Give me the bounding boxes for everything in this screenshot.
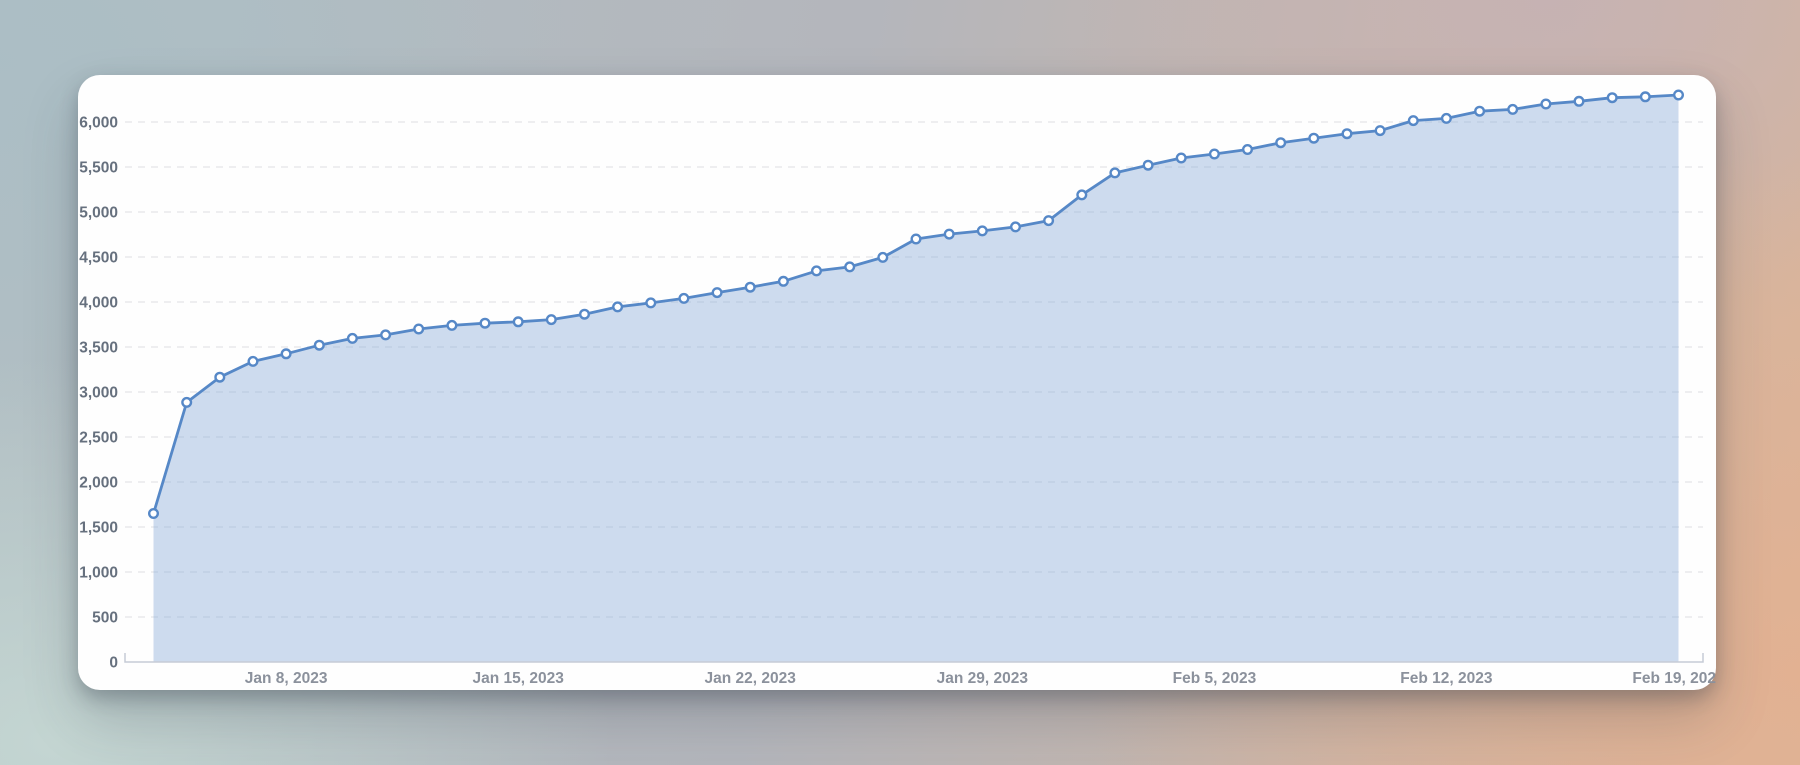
data-point[interactable] [612,301,624,313]
data-point[interactable] [579,308,591,320]
data-point[interactable] [214,371,226,383]
data-point[interactable] [1440,112,1452,124]
x-axis-label: Feb 12, 2023 [1400,670,1493,687]
data-point[interactable] [479,317,491,329]
data-point[interactable] [877,251,889,263]
x-axis-line [124,653,1704,663]
data-point[interactable] [545,314,557,326]
y-axis-label: 4,500 [79,250,118,267]
data-point[interactable] [1076,189,1088,201]
data-point[interactable] [147,508,159,520]
y-axis-label: 2,500 [79,430,118,447]
y-axis-label: 5,000 [79,205,118,222]
data-point[interactable] [678,292,690,304]
data-point[interactable] [1639,91,1651,103]
data-point[interactable] [943,228,955,240]
data-point[interactable] [811,265,823,277]
data-point[interactable] [1010,221,1022,233]
data-point[interactable] [844,261,856,273]
data-point[interactable] [1606,92,1618,104]
y-axis-label: 1,000 [79,565,118,582]
data-point[interactable] [247,355,259,367]
area-fill [153,95,1679,662]
data-point[interactable] [346,332,358,344]
data-point[interactable] [1374,125,1386,137]
y-axis-label: 500 [92,610,118,627]
y-axis-label: 1,500 [79,520,118,537]
data-point[interactable] [1540,98,1552,110]
data-point[interactable] [280,348,292,360]
data-point[interactable] [181,396,193,408]
x-axis-label: Feb 19, 2023 [1632,670,1716,687]
data-point[interactable] [446,319,458,331]
data-point[interactable] [1474,105,1486,117]
data-point[interactable] [1308,132,1320,144]
data-point[interactable] [976,225,988,237]
data-point[interactable] [380,329,392,341]
data-point[interactable] [744,281,756,293]
data-point[interactable] [1573,95,1585,107]
data-point[interactable] [1341,128,1353,140]
data-point[interactable] [1109,167,1121,179]
data-point[interactable] [1672,89,1684,101]
data-point[interactable] [1208,148,1220,160]
data-point[interactable] [1275,137,1287,149]
data-point[interactable] [1507,103,1519,115]
data-point[interactable] [645,297,657,309]
x-axis-label: Jan 15, 2023 [473,670,565,687]
y-axis-label: 3,500 [79,340,118,357]
data-point[interactable] [1043,215,1055,227]
data-point[interactable] [1175,152,1187,164]
data-point[interactable] [711,287,723,299]
data-point[interactable] [413,323,425,335]
y-axis-label: 0 [109,655,118,672]
data-point[interactable] [512,316,524,328]
x-axis-label: Feb 5, 2023 [1173,670,1257,687]
area-chart: 0 500 1,000 1,500 2,000 2,500 3,000 3,500 4,000 4… [79,89,1716,687]
y-axis-label: 6,000 [79,115,118,132]
x-axis-label: Jan 22, 2023 [705,670,797,687]
data-point[interactable] [313,339,325,351]
y-axis-label: 5,500 [79,160,118,177]
y-axis-label: 3,000 [79,385,118,402]
data-point[interactable] [777,275,789,287]
x-axis-label: Jan 29, 2023 [937,670,1029,687]
data-point[interactable] [1142,159,1154,171]
y-axis-label: 2,000 [79,475,118,492]
x-axis-label: Jan 8, 2023 [245,670,328,687]
data-point[interactable] [1241,143,1253,155]
data-point[interactable] [910,233,922,245]
y-axis-label: 4,000 [79,295,118,312]
data-point[interactable] [1407,115,1419,127]
chart-card: 0 500 1,000 1,500 2,000 2,500 3,000 3,500 4,000 4… [78,75,1716,690]
